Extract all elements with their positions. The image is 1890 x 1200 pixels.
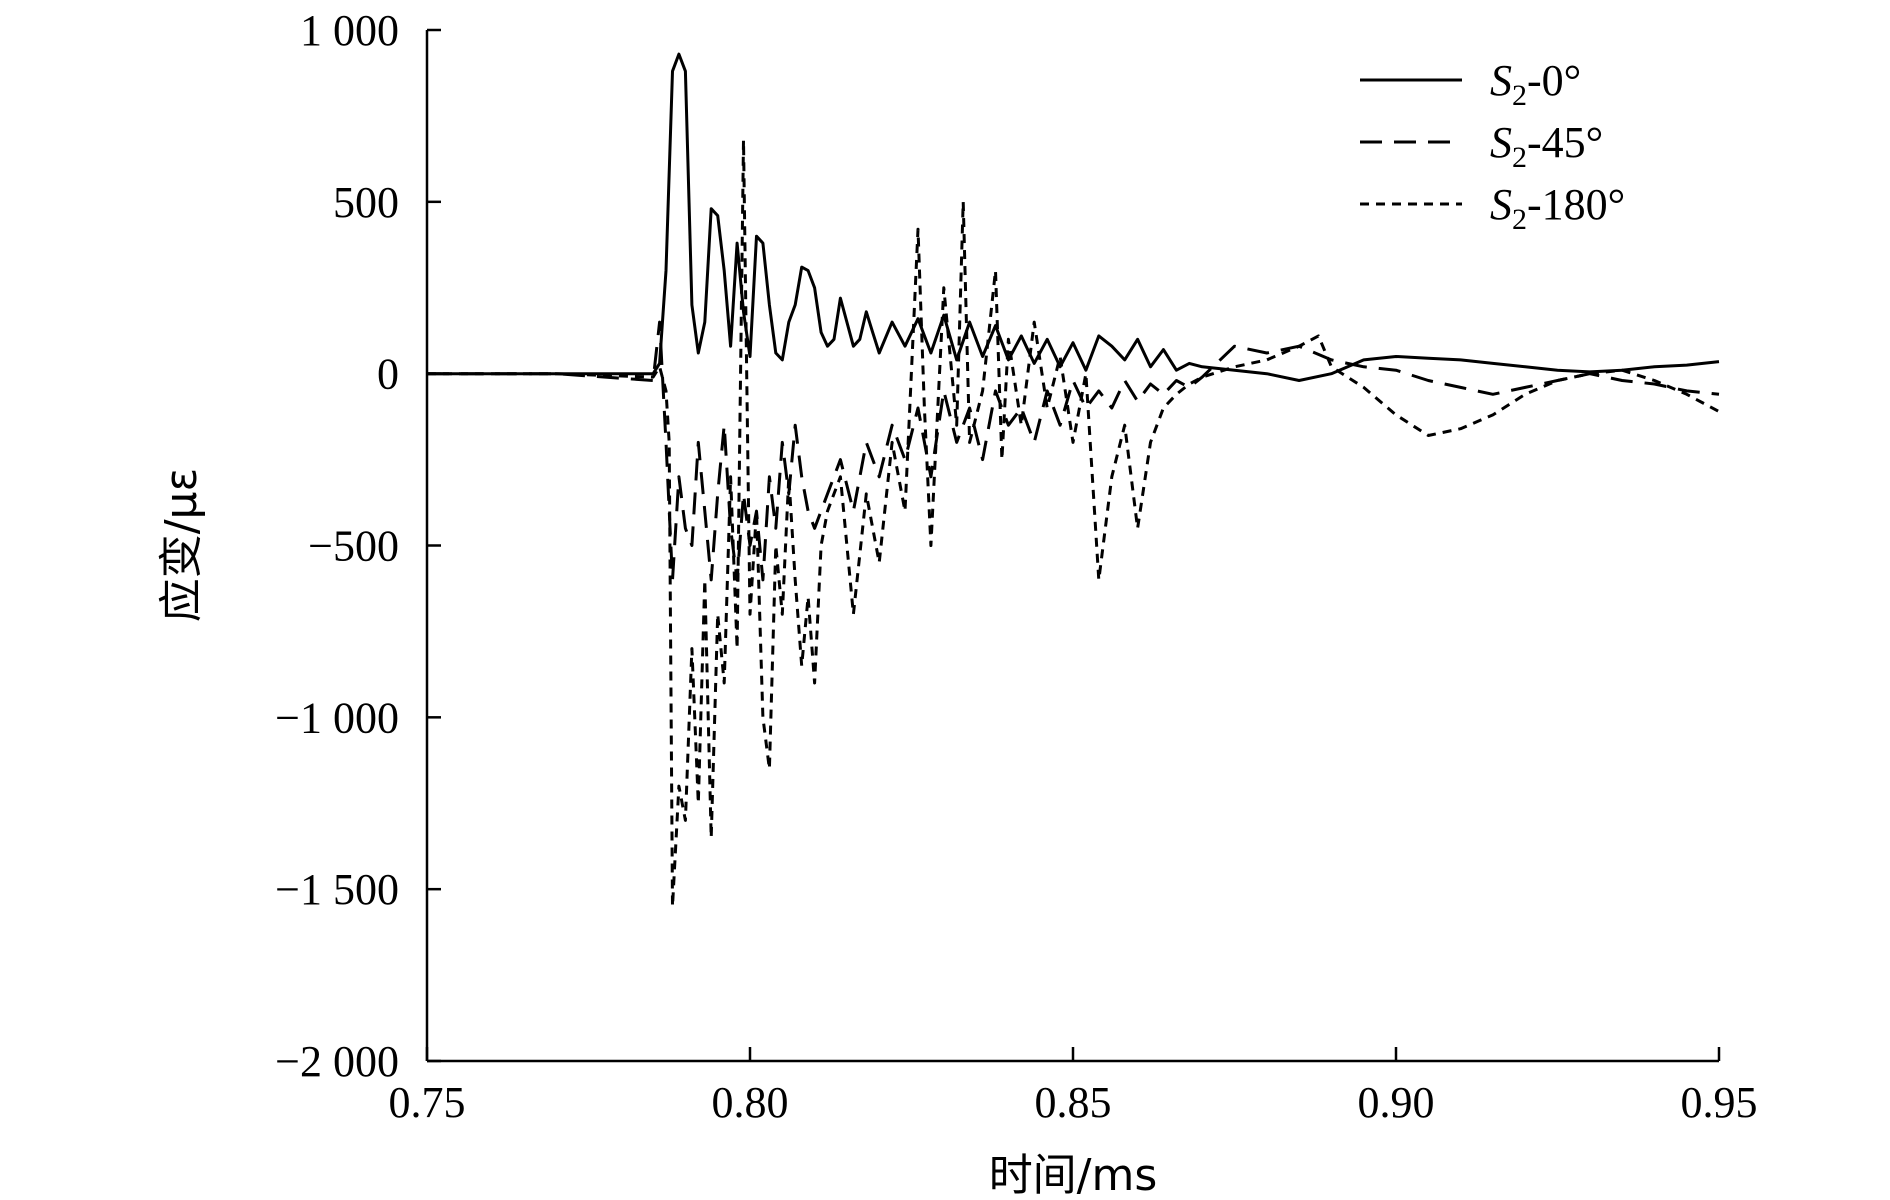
y-tick-label: −1 500 — [275, 865, 399, 914]
y-tick-label: 1 000 — [300, 6, 399, 55]
legend-label-1: S2-45° — [1490, 118, 1603, 174]
y-tick-label: 0 — [377, 350, 399, 399]
y-axis-title: 应变/με — [156, 468, 207, 623]
y-tick-label: −500 — [308, 522, 399, 571]
y-tick-label: −1 000 — [275, 693, 399, 742]
legend-label-0: S2-0° — [1490, 56, 1581, 112]
y-tick-label: 500 — [333, 178, 399, 227]
x-tick-label: 0.85 — [1035, 1078, 1112, 1127]
series-line-1 — [427, 320, 1720, 582]
x-tick-label: 0.75 — [389, 1078, 466, 1127]
ticks: 0.75 0.80 0.85 0.90 0.95 1 000 500 0 −500 −1 000 −… — [275, 6, 1757, 1127]
y-tick-label: −2 000 — [275, 1037, 399, 1086]
legend-label-2: S2-180° — [1490, 180, 1625, 236]
x-tick-label: 0.95 — [1681, 1078, 1758, 1127]
series-line-0 — [427, 52, 1720, 382]
x-tick-label: 0.80 — [712, 1078, 789, 1127]
plot-area — [427, 52, 1720, 908]
series-line-2 — [427, 138, 1720, 908]
x-axis-title: 时间/ms — [989, 1150, 1158, 1200]
x-tick-label: 0.90 — [1358, 1078, 1435, 1127]
axes — [425, 30, 1719, 1063]
legend: S2-0° S2-45° S2-180° — [1360, 56, 1625, 236]
